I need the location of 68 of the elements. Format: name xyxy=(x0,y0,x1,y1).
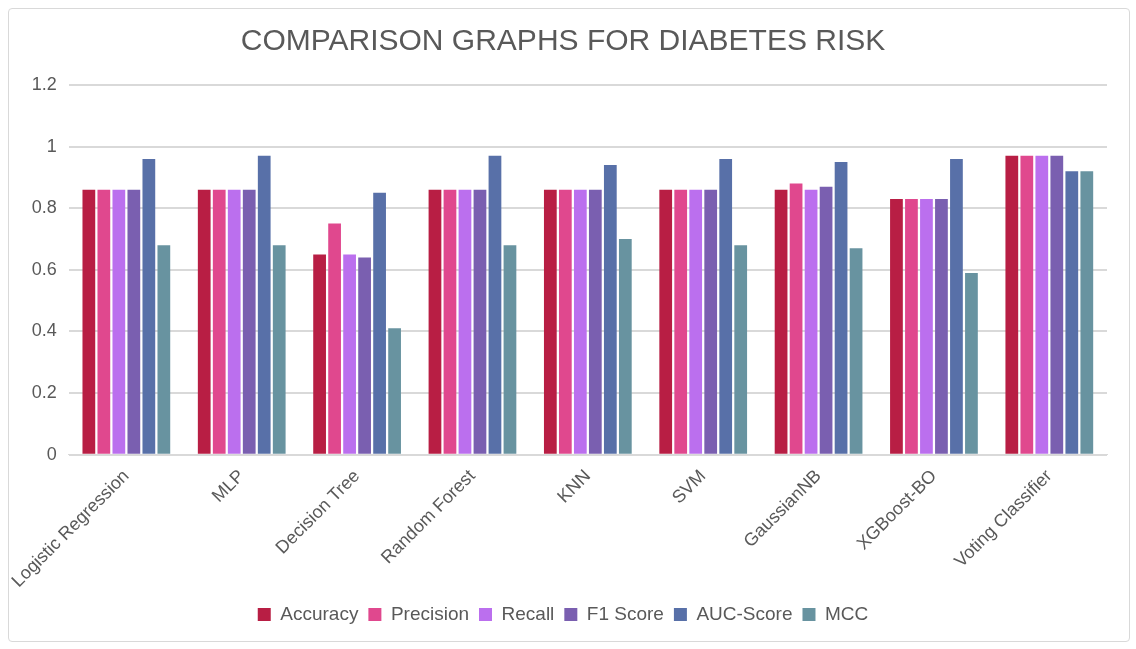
bar xyxy=(588,189,602,454)
bar xyxy=(659,189,673,454)
bar xyxy=(704,189,718,454)
bar xyxy=(212,189,226,454)
bar xyxy=(97,189,111,454)
bar xyxy=(1020,155,1034,454)
bar xyxy=(197,189,211,454)
legend-label: Accuracy xyxy=(280,602,359,624)
bar xyxy=(388,328,401,454)
bar xyxy=(1065,171,1079,454)
bar xyxy=(935,198,948,454)
bar xyxy=(242,189,256,454)
bar xyxy=(734,245,748,454)
bar xyxy=(1050,155,1064,454)
bar xyxy=(257,155,271,454)
bar xyxy=(965,272,978,454)
bar xyxy=(343,254,356,454)
y-tick-label: 0.2 xyxy=(31,382,57,403)
bar xyxy=(458,189,472,454)
bar xyxy=(1005,155,1019,454)
bar xyxy=(428,189,442,454)
y-tick-label: 1.2 xyxy=(31,73,57,94)
legend-label: AUC-Score xyxy=(696,602,793,624)
y-tick-label: 0.4 xyxy=(31,320,57,341)
bar xyxy=(82,189,96,454)
bar xyxy=(920,198,933,454)
bar xyxy=(558,189,572,454)
bar xyxy=(1080,171,1094,454)
bar xyxy=(834,162,848,454)
bar xyxy=(543,189,557,454)
bar xyxy=(373,192,386,454)
bar xyxy=(443,189,457,454)
bar xyxy=(157,245,171,454)
bar xyxy=(112,189,126,454)
chart-title: COMPARISON GRAPHS FOR DIABETES RISK xyxy=(240,23,886,57)
bar xyxy=(789,183,803,454)
y-tick-label: 0.8 xyxy=(31,197,57,218)
bar xyxy=(804,189,818,454)
legend-label: MCC xyxy=(824,602,869,624)
bar xyxy=(328,223,341,454)
bar xyxy=(950,158,963,454)
legend-label: Precision xyxy=(390,602,470,624)
bar xyxy=(618,239,632,454)
y-tick-label: 0 xyxy=(46,443,57,464)
bar xyxy=(719,158,733,454)
bar xyxy=(603,165,617,454)
bar xyxy=(142,158,156,454)
bar xyxy=(473,189,487,454)
bar xyxy=(573,189,587,454)
bar xyxy=(358,257,371,454)
bar xyxy=(774,189,788,454)
bar xyxy=(313,254,326,454)
bar xyxy=(127,189,141,454)
bar xyxy=(503,245,517,454)
bar xyxy=(1035,155,1049,454)
bar xyxy=(819,186,833,454)
bar xyxy=(849,248,863,454)
bar xyxy=(272,245,286,454)
legend-label: Recall xyxy=(501,602,555,624)
bar xyxy=(890,198,903,454)
bar xyxy=(905,198,918,454)
y-tick-label: 1 xyxy=(46,135,57,156)
bar xyxy=(488,155,502,454)
bar xyxy=(674,189,688,454)
y-tick-label: 0.6 xyxy=(31,258,57,279)
bar xyxy=(689,189,703,454)
legend-label: F1 Score xyxy=(586,602,664,624)
bar xyxy=(227,189,241,454)
